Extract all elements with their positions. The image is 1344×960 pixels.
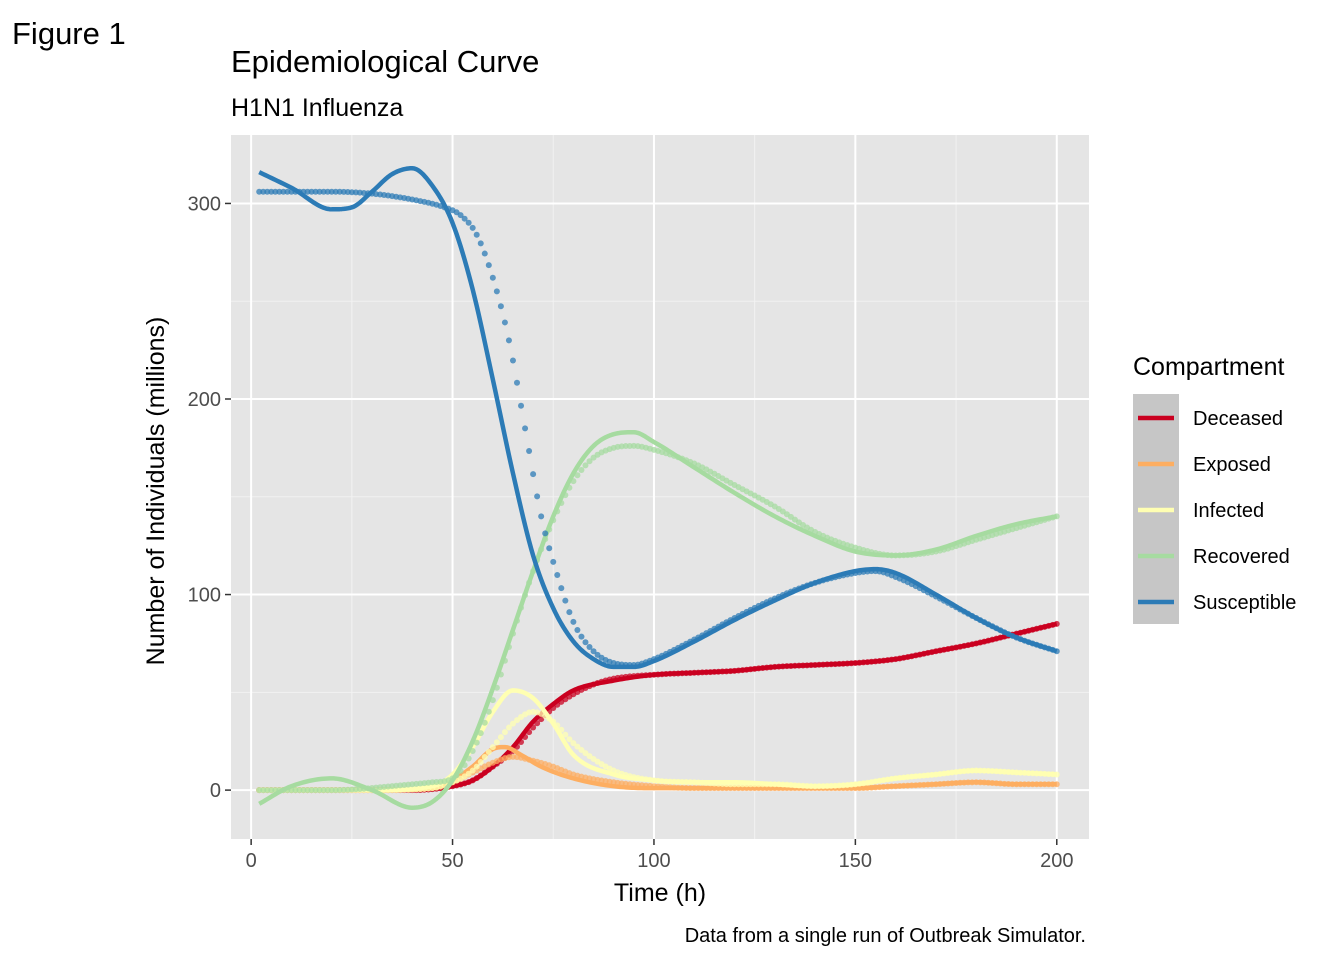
observed-point bbox=[570, 618, 577, 625]
observed-point bbox=[534, 493, 541, 500]
series-susceptible bbox=[256, 165, 1060, 670]
legend-label: Infected bbox=[1193, 500, 1264, 522]
observed-point bbox=[505, 337, 512, 344]
y-tick-label: 0 bbox=[210, 780, 221, 802]
x-tick-label: 100 bbox=[637, 850, 670, 872]
observed-point bbox=[546, 545, 553, 552]
figure-label: Figure 1 bbox=[12, 16, 126, 51]
observed-point bbox=[481, 754, 488, 761]
observed-point bbox=[570, 740, 577, 747]
legend: Compartment Deceased Exposed Infected Recov… bbox=[1133, 353, 1296, 624]
y-axis: 0 100 200 300 bbox=[188, 193, 231, 802]
y-axis-title: Number of Individuals (millions) bbox=[142, 317, 170, 666]
observed-point bbox=[493, 739, 500, 746]
observed-point bbox=[501, 319, 508, 326]
observed-point bbox=[465, 219, 472, 226]
chart-caption: Data from a single run of Outbreak Simul… bbox=[685, 925, 1086, 947]
observed-point bbox=[477, 240, 484, 247]
x-axis: 0 50 100 150 200 bbox=[246, 839, 1073, 872]
observed-point bbox=[481, 250, 488, 257]
legend-title: Compartment bbox=[1133, 353, 1284, 381]
observed-point bbox=[562, 597, 569, 604]
plot-background bbox=[231, 135, 1089, 839]
x-tick-label: 150 bbox=[839, 850, 872, 872]
y-tick-label: 200 bbox=[188, 389, 221, 411]
observed-point bbox=[514, 379, 520, 386]
observed-point bbox=[514, 717, 520, 724]
observed-point bbox=[522, 425, 529, 432]
plot-panel bbox=[231, 135, 1089, 839]
smooth-line bbox=[258, 688, 1058, 793]
observed-point bbox=[477, 759, 484, 766]
observed-point bbox=[473, 231, 480, 238]
observed-point bbox=[481, 719, 488, 726]
observed-point bbox=[497, 303, 504, 310]
observed-point bbox=[542, 530, 549, 537]
observed-point bbox=[566, 736, 573, 743]
observed-point bbox=[505, 724, 512, 731]
observed-point bbox=[477, 730, 484, 737]
observed-point bbox=[485, 748, 492, 755]
chart-title: Epidemiological Curve bbox=[231, 44, 539, 79]
observed-point bbox=[538, 513, 545, 520]
observed-point bbox=[489, 744, 496, 751]
x-axis-title: Time (h) bbox=[614, 879, 706, 907]
y-tick-label: 300 bbox=[188, 193, 221, 215]
observed-point bbox=[578, 466, 585, 473]
x-tick-label: 200 bbox=[1040, 850, 1073, 872]
observed-point bbox=[469, 224, 476, 231]
observed-point bbox=[465, 770, 472, 777]
legend-label: Exposed bbox=[1193, 454, 1271, 476]
observed-point bbox=[485, 262, 492, 269]
observed-point bbox=[586, 458, 593, 465]
observed-point bbox=[473, 763, 480, 770]
observed-point bbox=[461, 215, 468, 222]
observed-point bbox=[509, 720, 516, 727]
observed-point bbox=[457, 212, 464, 219]
smooth-line bbox=[258, 429, 1058, 810]
observed-point bbox=[493, 288, 500, 295]
observed-point bbox=[497, 734, 504, 741]
legend-label: Susceptible bbox=[1193, 592, 1296, 614]
observed-point bbox=[578, 633, 585, 640]
observed-point bbox=[469, 767, 476, 774]
observed-point bbox=[562, 731, 569, 738]
observed-point bbox=[526, 448, 533, 455]
y-tick-label: 100 bbox=[188, 585, 221, 607]
observed-point bbox=[586, 644, 593, 650]
minor-gridlines bbox=[231, 135, 1089, 839]
observed-point bbox=[582, 639, 589, 646]
smooth-line bbox=[258, 165, 1058, 670]
series-layer bbox=[256, 165, 1060, 810]
observed-point bbox=[509, 357, 516, 364]
series-recovered bbox=[256, 429, 1060, 810]
observed-point bbox=[489, 274, 496, 281]
observed-point bbox=[578, 746, 585, 753]
legend-items: Deceased Exposed Infected Recovered Suscepti… bbox=[1138, 408, 1296, 614]
observed-point bbox=[582, 462, 589, 469]
observed-point bbox=[518, 402, 525, 409]
observed-point bbox=[558, 585, 565, 592]
legend-label: Recovered bbox=[1193, 546, 1290, 568]
observed-point bbox=[554, 572, 561, 578]
observed-point bbox=[590, 648, 597, 655]
observed-point bbox=[530, 471, 537, 478]
x-tick-label: 0 bbox=[246, 850, 257, 872]
observed-point bbox=[566, 609, 573, 616]
observed-point bbox=[550, 558, 557, 565]
chart-subtitle: H1N1 Influenza bbox=[231, 94, 403, 122]
observed-point bbox=[501, 729, 508, 736]
observed-point bbox=[574, 626, 581, 633]
observed-point bbox=[574, 472, 581, 479]
observed-point bbox=[574, 743, 581, 750]
observed-point bbox=[473, 739, 480, 746]
legend-label: Deceased bbox=[1193, 408, 1283, 430]
x-tick-label: 50 bbox=[441, 850, 463, 872]
